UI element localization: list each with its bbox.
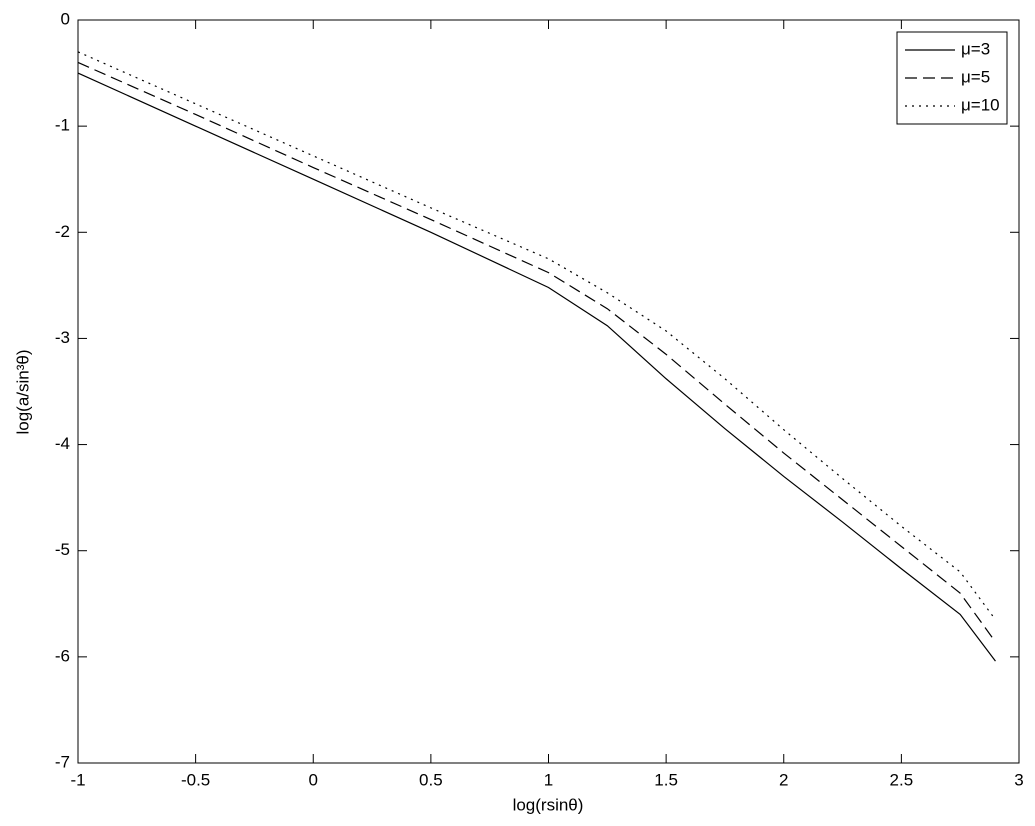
y-tick-label: -5: [55, 540, 70, 559]
y-tick-label: -2: [55, 222, 70, 241]
x-tick-label: 1: [544, 770, 553, 789]
series-line: [77, 72, 996, 662]
x-tick-label: 2.5: [890, 770, 914, 789]
y-tick-label: -7: [55, 752, 70, 771]
y-tick-label: 0: [61, 9, 70, 28]
y-tick-label: -3: [55, 328, 70, 347]
x-axis-label: log(rsinθ): [513, 795, 584, 814]
y-tick-label: -1: [55, 116, 70, 135]
y-tick-label: -6: [55, 646, 70, 665]
y-axis-label: log(a/sin³θ): [13, 349, 32, 434]
series-line: [77, 51, 996, 621]
x-tick-label: -0.5: [181, 770, 210, 789]
legend-label: μ=5: [961, 67, 990, 86]
legend-label: μ=3: [961, 39, 990, 58]
x-tick-label: 0: [309, 770, 318, 789]
x-tick-label: 2: [779, 770, 788, 789]
plot-area: [77, 19, 1020, 764]
legend-label: μ=10: [961, 95, 1000, 114]
x-tick-label: 0.5: [419, 770, 443, 789]
x-tick-label: 3: [1014, 770, 1023, 789]
y-tick-label: -4: [55, 434, 70, 453]
series-line: [77, 61, 996, 643]
x-tick-label: 1.5: [654, 770, 678, 789]
x-tick-label: -1: [70, 770, 85, 789]
